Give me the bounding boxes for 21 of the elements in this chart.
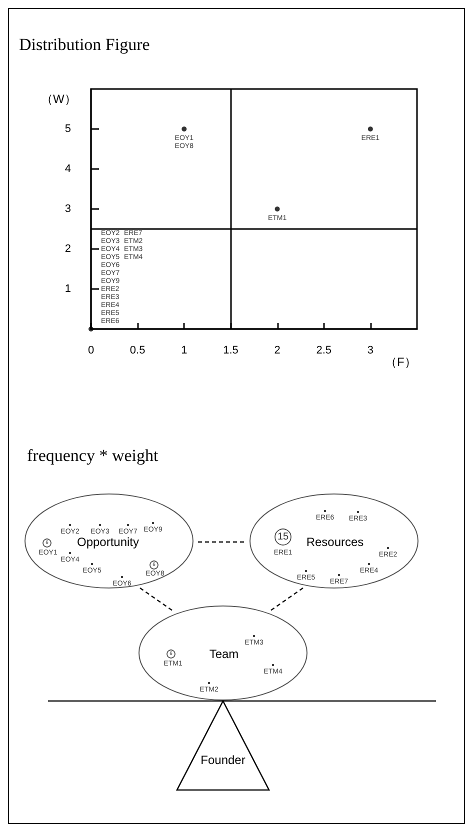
text: Opportunity	[76, 535, 140, 549]
y-tick-label: 1	[64, 283, 71, 295]
x-tick-label: 0	[88, 344, 94, 356]
text: 15	[277, 532, 289, 542]
text: Team	[209, 647, 239, 661]
x-tick-label: 3	[367, 344, 374, 356]
y-tick-label: 2	[64, 243, 71, 255]
text: frequency * weight	[27, 446, 159, 465]
x-tick-label: 1.5	[223, 344, 238, 356]
y-tick-label: 3	[64, 203, 71, 215]
text: Resources	[306, 535, 364, 549]
x-axis-title: （F）	[385, 355, 416, 369]
chart-title: Distribution Figure	[19, 35, 150, 54]
y-tick-label: 4	[64, 163, 71, 175]
x-tick-label: 2.5	[316, 344, 332, 356]
x-tick-label: 0.5	[130, 344, 146, 356]
y-tick-label: 5	[64, 123, 71, 135]
y-axis-title: （W）	[41, 92, 76, 106]
x-tick-label: 2	[274, 344, 280, 356]
x-tick-label: 1	[181, 344, 188, 356]
text: Founder	[200, 753, 246, 767]
